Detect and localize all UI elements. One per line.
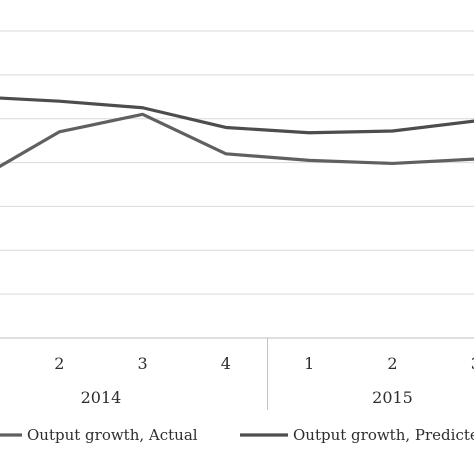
x-tick-label: 1 bbox=[304, 354, 314, 373]
legend: Output growth, Actual Output growth, Pred… bbox=[0, 426, 474, 444]
legend-label: Output growth, Predicted bbox=[293, 426, 474, 444]
x-tick-label: 4 bbox=[221, 354, 231, 373]
x-tick-label: 2 bbox=[387, 354, 397, 373]
x-tick-label: 2 bbox=[54, 354, 64, 373]
legend-label: Output growth, Actual bbox=[27, 426, 198, 444]
x-tick-labels: 1234123 bbox=[54, 354, 474, 373]
series-line-actual bbox=[0, 112, 474, 169]
series-lines bbox=[0, 96, 474, 169]
year-labels: 2014 2015 bbox=[81, 388, 413, 407]
x-tick-label: 3 bbox=[471, 354, 474, 373]
x-tick-label: 3 bbox=[138, 354, 148, 373]
series-line-predicted bbox=[0, 96, 474, 135]
x-axis bbox=[0, 337, 474, 410]
year-label: 2014 bbox=[81, 388, 122, 407]
year-label: 2015 bbox=[372, 388, 413, 407]
gridlines bbox=[0, 30, 474, 295]
